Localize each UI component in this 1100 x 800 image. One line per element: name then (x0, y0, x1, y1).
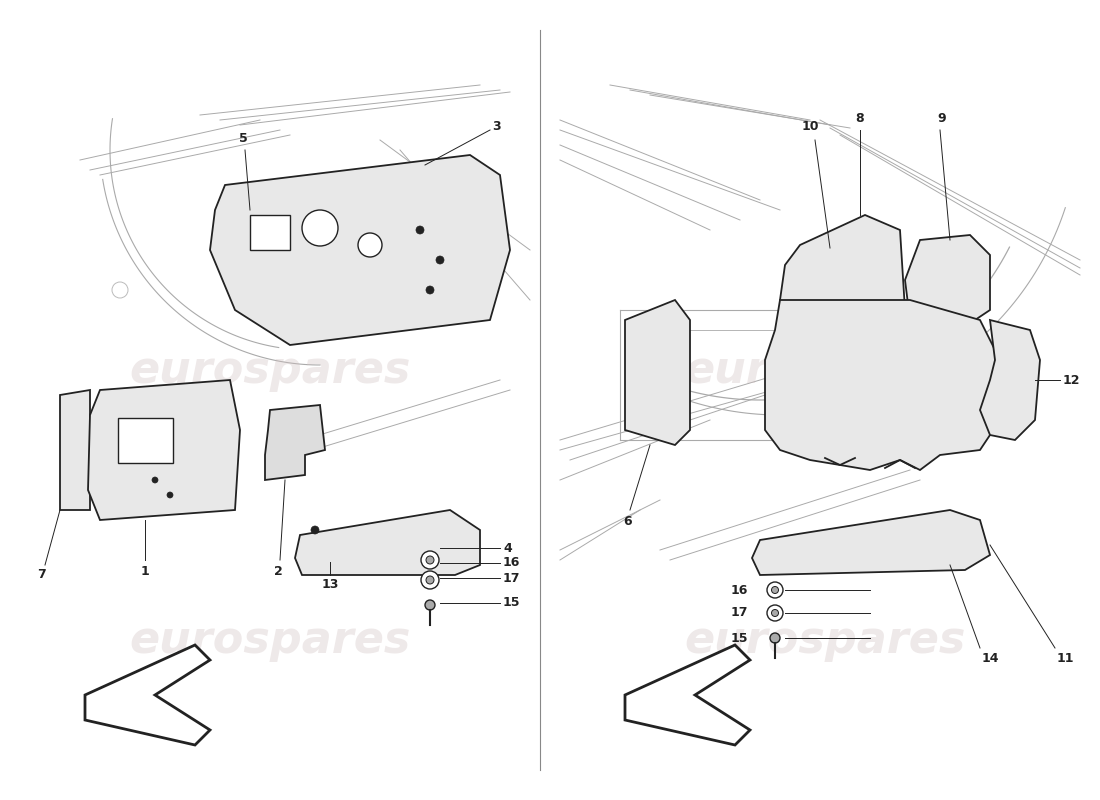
Text: 16: 16 (730, 583, 748, 597)
Text: 15: 15 (503, 597, 520, 610)
Text: 11: 11 (1057, 652, 1075, 665)
Circle shape (425, 600, 435, 610)
Circle shape (426, 286, 434, 294)
Polygon shape (295, 510, 480, 575)
Text: eurospares: eurospares (130, 618, 410, 662)
Circle shape (152, 477, 158, 483)
Circle shape (421, 571, 439, 589)
Polygon shape (625, 300, 690, 445)
Text: eurospares: eurospares (684, 618, 966, 662)
Polygon shape (88, 380, 240, 520)
Polygon shape (85, 645, 210, 745)
Polygon shape (60, 390, 90, 510)
Text: 8: 8 (856, 112, 865, 125)
Circle shape (167, 492, 173, 498)
Text: 7: 7 (37, 568, 46, 581)
Text: 5: 5 (239, 132, 248, 145)
Text: 14: 14 (982, 652, 1000, 665)
Text: eurospares: eurospares (130, 349, 410, 391)
FancyBboxPatch shape (118, 418, 173, 463)
Circle shape (770, 633, 780, 643)
Text: eurospares: eurospares (684, 349, 966, 391)
Circle shape (358, 233, 382, 257)
Circle shape (767, 582, 783, 598)
Circle shape (416, 226, 424, 234)
Polygon shape (625, 645, 750, 745)
Circle shape (767, 605, 783, 621)
Text: 10: 10 (801, 120, 818, 133)
FancyBboxPatch shape (250, 215, 290, 250)
Text: 16: 16 (503, 557, 520, 570)
Polygon shape (764, 300, 1000, 470)
Circle shape (421, 551, 439, 569)
Text: 17: 17 (730, 606, 748, 619)
Text: 13: 13 (321, 578, 339, 591)
Text: 2: 2 (274, 565, 283, 578)
Circle shape (771, 586, 779, 594)
Text: 6: 6 (624, 515, 632, 528)
Circle shape (771, 610, 779, 617)
Polygon shape (780, 215, 905, 340)
Text: 17: 17 (503, 571, 520, 585)
Circle shape (426, 556, 434, 564)
Circle shape (436, 256, 444, 264)
Circle shape (302, 210, 338, 246)
Text: 12: 12 (1063, 374, 1080, 386)
Circle shape (311, 526, 319, 534)
Polygon shape (265, 405, 324, 480)
Text: 3: 3 (492, 121, 500, 134)
Polygon shape (752, 510, 990, 575)
Polygon shape (905, 235, 990, 330)
Text: 9: 9 (937, 112, 946, 125)
Circle shape (426, 576, 434, 584)
Text: 4: 4 (503, 542, 512, 554)
Polygon shape (210, 155, 510, 345)
Text: 15: 15 (730, 631, 748, 645)
Polygon shape (980, 320, 1040, 440)
Text: 1: 1 (141, 565, 150, 578)
